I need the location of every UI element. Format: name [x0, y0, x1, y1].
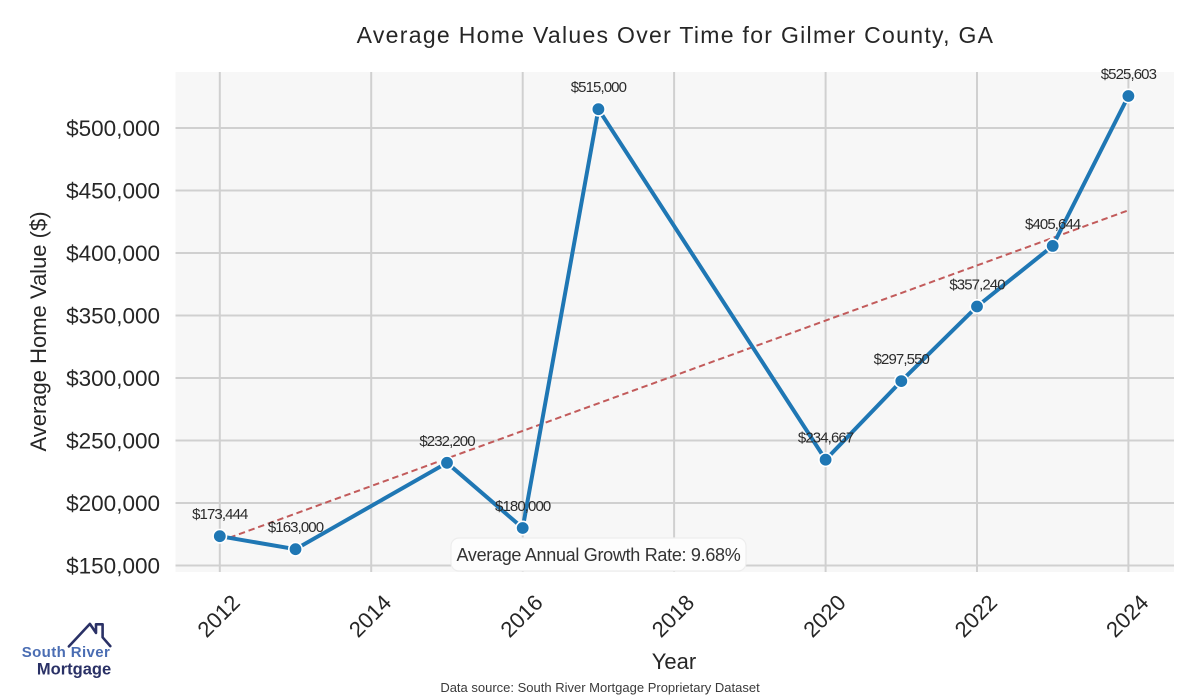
svg-text:2016: 2016 — [495, 590, 547, 642]
svg-text:$297,550: $297,550 — [874, 351, 930, 368]
svg-text:$450,000: $450,000 — [66, 178, 160, 203]
svg-text:$180,000: $180,000 — [495, 498, 551, 515]
svg-text:$200,000: $200,000 — [66, 491, 160, 516]
svg-text:$173,444: $173,444 — [192, 506, 248, 523]
svg-text:2020: 2020 — [798, 590, 850, 642]
svg-text:Mortgage: Mortgage — [37, 661, 111, 679]
svg-text:$405,644: $405,644 — [1025, 216, 1081, 233]
svg-text:$357,240: $357,240 — [949, 277, 1005, 294]
svg-text:$250,000: $250,000 — [66, 428, 160, 453]
svg-text:Average Home Value ($): Average Home Value ($) — [26, 211, 51, 451]
svg-text:$350,000: $350,000 — [66, 303, 160, 328]
svg-text:$300,000: $300,000 — [66, 366, 160, 391]
svg-text:South River: South River — [22, 644, 111, 661]
svg-text:$234,667: $234,667 — [798, 430, 854, 447]
svg-text:Data source: South River Mortg: Data source: South River Mortgage Propri… — [440, 680, 760, 695]
svg-text:Average Home Values Over Time: Average Home Values Over Time for Gilmer… — [357, 22, 995, 48]
svg-text:Average Annual Growth Rate: 9.: Average Annual Growth Rate: 9.68% — [457, 545, 741, 565]
svg-text:Year: Year — [652, 649, 696, 674]
svg-text:2014: 2014 — [344, 590, 396, 642]
svg-text:2018: 2018 — [647, 590, 699, 642]
svg-text:$163,000: $163,000 — [268, 519, 324, 536]
svg-text:$400,000: $400,000 — [66, 241, 160, 266]
svg-text:$150,000: $150,000 — [66, 553, 160, 578]
svg-text:2022: 2022 — [950, 590, 1002, 642]
svg-text:$500,000: $500,000 — [66, 116, 160, 141]
svg-text:2024: 2024 — [1101, 590, 1153, 642]
svg-text:$525,603: $525,603 — [1101, 66, 1157, 83]
svg-text:$232,200: $232,200 — [419, 433, 475, 450]
svg-text:$515,000: $515,000 — [571, 79, 627, 96]
svg-text:2012: 2012 — [193, 590, 245, 642]
